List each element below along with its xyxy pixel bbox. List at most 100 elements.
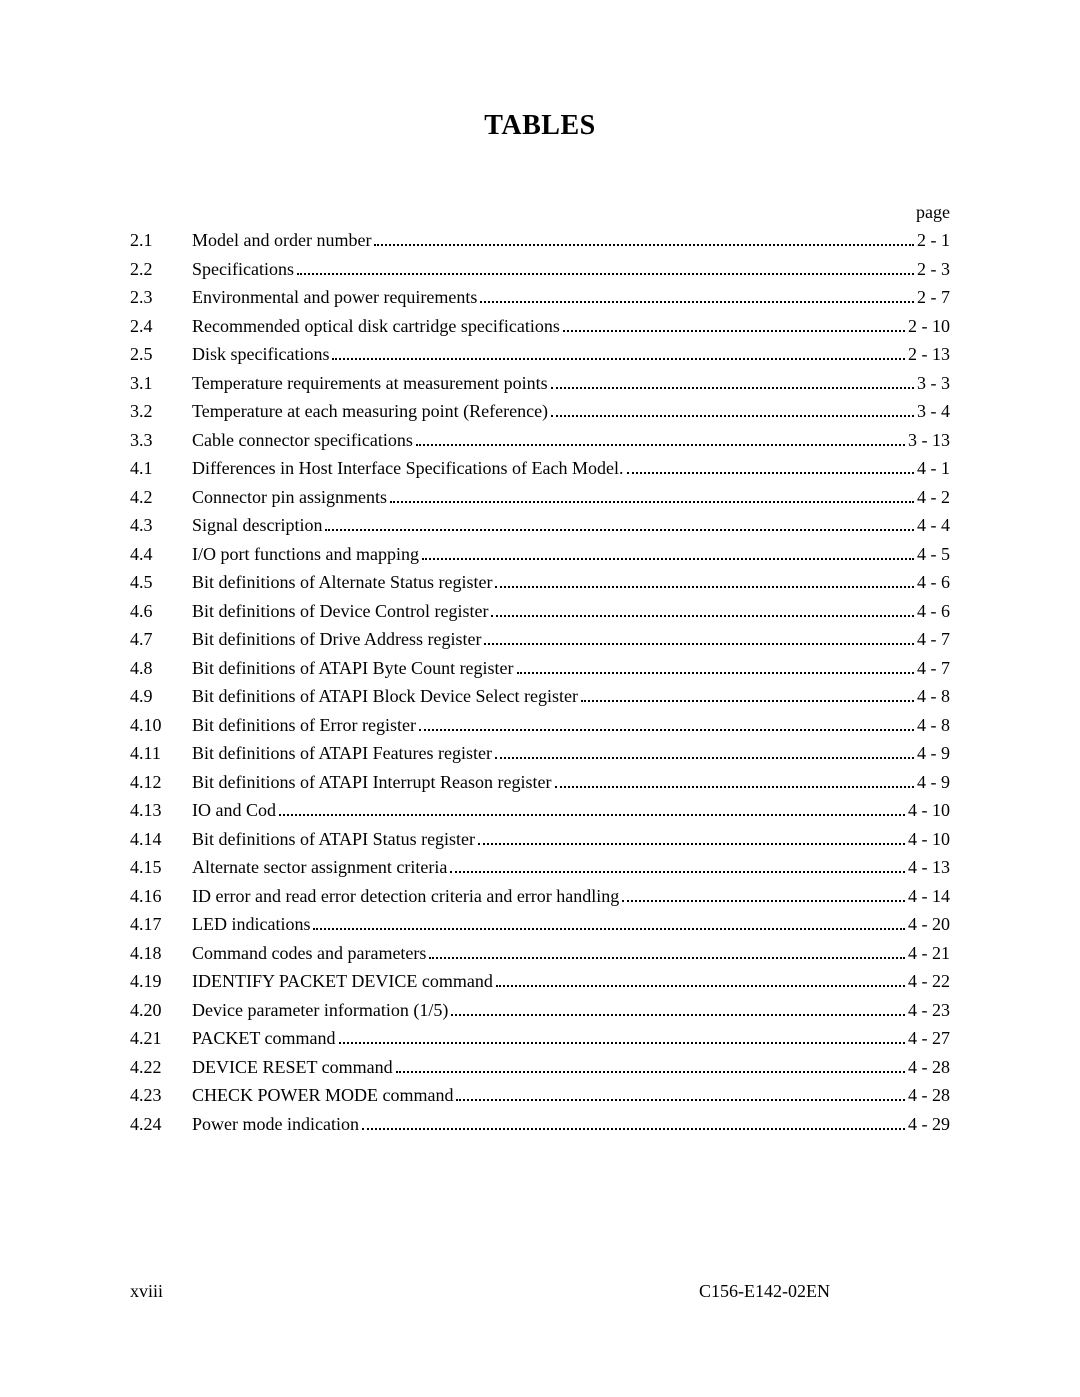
- toc-entry-number: 2.4: [130, 317, 192, 335]
- toc-leader-dots: [478, 843, 905, 845]
- toc-row: 4.3Signal description4 - 4: [130, 516, 950, 534]
- toc-leader-dots: [396, 1071, 905, 1073]
- toc-row: 2.2Specifications2 - 3: [130, 260, 950, 278]
- toc-row: 4.4I/O port functions and mapping4 - 5: [130, 545, 950, 563]
- toc-entry-title: IDENTIFY PACKET DEVICE command: [192, 972, 493, 990]
- toc-entry-number: 4.12: [130, 773, 192, 791]
- toc-entry-page: 2 - 7: [917, 288, 950, 306]
- toc-entry-title: IO and Cod: [192, 801, 276, 819]
- toc-entry-page: 4 - 20: [908, 915, 950, 933]
- table-of-contents: 2.1Model and order number2 - 12.2Specifi…: [130, 231, 950, 1133]
- toc-entry-title: Alternate sector assignment criteria: [192, 858, 447, 876]
- toc-entry-page: 4 - 13: [908, 858, 950, 876]
- toc-entry-page: 4 - 6: [917, 573, 950, 591]
- toc-entry-number: 4.22: [130, 1058, 192, 1076]
- toc-leader-dots: [563, 330, 905, 332]
- toc-leader-dots: [480, 301, 914, 303]
- toc-entry-page: 4 - 2: [917, 488, 950, 506]
- toc-entry-page: 4 - 22: [908, 972, 950, 990]
- toc-entry-number: 2.5: [130, 345, 192, 363]
- toc-leader-dots: [581, 700, 914, 702]
- toc-row: 2.3Environmental and power requirements2…: [130, 288, 950, 306]
- toc-row: 4.17LED indications4 - 20: [130, 915, 950, 933]
- toc-leader-dots: [362, 1128, 905, 1130]
- toc-entry-number: 2.3: [130, 288, 192, 306]
- toc-entry-page: 4 - 7: [917, 659, 950, 677]
- toc-entry-page: 2 - 10: [908, 317, 950, 335]
- toc-entry-title: DEVICE RESET command: [192, 1058, 393, 1076]
- toc-row: 4.5Bit definitions of Alternate Status r…: [130, 573, 950, 591]
- toc-leader-dots: [555, 786, 915, 788]
- toc-entry-page: 4 - 8: [917, 716, 950, 734]
- toc-entry-title: Bit definitions of ATAPI Block Device Se…: [192, 687, 578, 705]
- toc-leader-dots: [551, 415, 914, 417]
- toc-leader-dots: [484, 643, 914, 645]
- toc-entry-number: 4.15: [130, 858, 192, 876]
- toc-entry-number: 4.9: [130, 687, 192, 705]
- document-id: C156-E142-02EN: [699, 1281, 830, 1302]
- toc-entry-title: Specifications: [192, 260, 294, 278]
- toc-leader-dots: [517, 672, 914, 674]
- toc-row: 4.22DEVICE RESET command 4 - 28: [130, 1058, 950, 1076]
- toc-row: 4.1Differences in Host Interface Specifi…: [130, 459, 950, 477]
- toc-entry-number: 4.13: [130, 801, 192, 819]
- toc-row: 4.24Power mode indication4 - 29: [130, 1115, 950, 1133]
- toc-entry-title: Connector pin assignments: [192, 488, 387, 506]
- toc-row: 4.19IDENTIFY PACKET DEVICE command4 - 22: [130, 972, 950, 990]
- toc-row: 4.12Bit definitions of ATAPI Interrupt R…: [130, 773, 950, 791]
- page-title: TABLES: [130, 110, 950, 142]
- toc-entry-number: 4.1: [130, 459, 192, 477]
- toc-entry-page: 4 - 21: [908, 944, 950, 962]
- toc-leader-dots: [416, 444, 905, 446]
- toc-row: 4.15Alternate sector assignment criteria…: [130, 858, 950, 876]
- toc-entry-number: 4.21: [130, 1029, 192, 1047]
- toc-entry-number: 4.5: [130, 573, 192, 591]
- toc-entry-title: Bit definitions of Error register: [192, 716, 416, 734]
- toc-entry-page: 4 - 23: [908, 1001, 950, 1019]
- toc-leader-dots: [390, 501, 914, 503]
- toc-leader-dots: [429, 957, 905, 959]
- toc-entry-number: 4.6: [130, 602, 192, 620]
- toc-row: 4.23CHECK POWER MODE command4 - 28: [130, 1086, 950, 1104]
- page-footer: xviii C156-E142-02EN: [130, 1281, 950, 1302]
- toc-leader-dots: [622, 900, 905, 902]
- toc-entry-page: 4 - 27: [908, 1029, 950, 1047]
- toc-entry-page: 4 - 4: [917, 516, 950, 534]
- toc-entry-page: 4 - 28: [908, 1058, 950, 1076]
- toc-row: 4.6Bit definitions of Device Control reg…: [130, 602, 950, 620]
- toc-entry-number: 4.10: [130, 716, 192, 734]
- page: TABLES page 2.1Model and order number2 -…: [0, 0, 1080, 1397]
- toc-leader-dots: [495, 586, 914, 588]
- toc-entry-page: 3 - 3: [917, 374, 950, 392]
- page-column-label: page: [130, 202, 950, 223]
- toc-entry-number: 4.8: [130, 659, 192, 677]
- toc-entry-title: Differences in Host Interface Specificat…: [192, 459, 624, 477]
- toc-entry-page: 4 - 10: [908, 830, 950, 848]
- toc-entry-title: Model and order number: [192, 231, 371, 249]
- toc-entry-page: 4 - 28: [908, 1086, 950, 1104]
- toc-entry-number: 4.11: [130, 744, 192, 762]
- toc-row: 3.2Temperature at each measuring point (…: [130, 402, 950, 420]
- toc-entry-number: 4.20: [130, 1001, 192, 1019]
- toc-entry-number: 2.2: [130, 260, 192, 278]
- toc-entry-title: Bit definitions of Device Control regist…: [192, 602, 488, 620]
- toc-entry-title: Temperature at each measuring point (Ref…: [192, 402, 548, 420]
- toc-row: 3.3Cable connector specifications3 - 13: [130, 431, 950, 449]
- toc-entry-page: 2 - 1: [917, 231, 950, 249]
- toc-row: 4.7Bit definitions of Drive Address regi…: [130, 630, 950, 648]
- toc-entry-title: ID error and read error detection criter…: [192, 887, 619, 905]
- toc-entry-number: 4.24: [130, 1115, 192, 1133]
- toc-row: 4.2Connector pin assignments4 - 2: [130, 488, 950, 506]
- toc-row: 4.14Bit definitions of ATAPI Status regi…: [130, 830, 950, 848]
- toc-leader-dots: [279, 814, 905, 816]
- toc-entry-title: Bit definitions of ATAPI Features regist…: [192, 744, 492, 762]
- toc-row: 3.1Temperature requirements at measureme…: [130, 374, 950, 392]
- toc-row: 2.5Disk specifications2 - 13: [130, 345, 950, 363]
- toc-entry-title: Device parameter information (1/5): [192, 1001, 448, 1019]
- toc-entry-page: 4 - 14: [908, 887, 950, 905]
- toc-entry-title: Command codes and parameters: [192, 944, 426, 962]
- toc-leader-dots: [422, 558, 914, 560]
- toc-entry-title: Bit definitions of ATAPI Interrupt Reaso…: [192, 773, 552, 791]
- toc-entry-title: Power mode indication: [192, 1115, 359, 1133]
- toc-entry-number: 4.18: [130, 944, 192, 962]
